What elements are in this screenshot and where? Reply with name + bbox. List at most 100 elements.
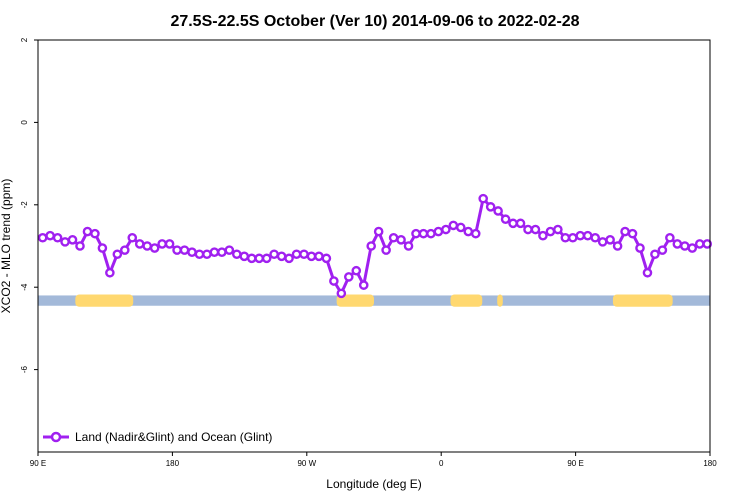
data-point xyxy=(194,249,205,260)
data-point xyxy=(493,206,503,216)
data-point xyxy=(164,239,175,249)
data-point xyxy=(269,249,279,260)
land-segment xyxy=(497,294,503,307)
data-point xyxy=(75,241,85,251)
x-tick-label: 0 xyxy=(439,459,444,468)
data-point xyxy=(67,235,78,245)
data-point xyxy=(620,226,630,237)
land-segment xyxy=(612,294,673,307)
x-tick-label: 90 W xyxy=(297,459,316,468)
data-point xyxy=(120,245,130,255)
series-layer xyxy=(37,193,713,299)
data-point xyxy=(441,224,451,235)
x-tick-label: 180 xyxy=(703,459,717,468)
y-tick-label: -2 xyxy=(20,201,29,209)
data-point xyxy=(157,239,167,249)
data-point xyxy=(284,253,294,264)
y-tick-label: 2 xyxy=(20,37,29,42)
data-point xyxy=(523,224,533,235)
chart-title: 27.5S-22.5S October (Ver 10) 2014-09-06 … xyxy=(170,13,579,30)
x-axis-label: Longitude (deg E) xyxy=(326,477,421,491)
data-point xyxy=(336,288,347,299)
data-point xyxy=(627,228,638,239)
data-point xyxy=(597,237,608,247)
data-point xyxy=(530,224,541,235)
data-point xyxy=(612,241,623,251)
data-point xyxy=(508,218,518,229)
data-point xyxy=(291,249,302,260)
data-point xyxy=(538,230,548,241)
data-point xyxy=(455,222,466,233)
data-point xyxy=(366,241,377,251)
data-point xyxy=(605,235,615,245)
data-point xyxy=(52,232,63,243)
data-point xyxy=(388,232,399,243)
data-point xyxy=(314,251,324,262)
data-point xyxy=(299,249,309,260)
data-point xyxy=(105,267,115,278)
data-point xyxy=(463,226,474,237)
data-point xyxy=(187,247,197,257)
data-point xyxy=(172,245,182,255)
x-tick-label: 180 xyxy=(166,459,180,468)
plot-frame xyxy=(37,39,711,453)
data-point xyxy=(680,241,690,251)
data-point xyxy=(217,247,227,257)
data-point xyxy=(202,249,212,260)
data-point xyxy=(478,193,489,204)
data-point xyxy=(358,280,369,290)
x-axis-ticks: 90 E 180 90 W 0 90 E 180 xyxy=(30,452,717,468)
surface-type-band xyxy=(38,294,710,307)
data-point xyxy=(582,230,593,241)
data-point xyxy=(568,232,578,243)
data-point xyxy=(329,276,339,286)
data-point xyxy=(403,241,414,251)
data-point xyxy=(149,243,160,253)
data-point xyxy=(239,251,250,262)
legend-marker-swatch xyxy=(50,431,62,443)
y-tick-label: -4 xyxy=(20,283,29,291)
data-point xyxy=(500,214,511,225)
data-point xyxy=(553,224,563,235)
data-point xyxy=(261,253,272,264)
data-point xyxy=(590,232,601,243)
data-point xyxy=(418,228,429,239)
data-point xyxy=(515,218,526,229)
y-tick-label: -6 xyxy=(20,365,29,373)
land-segment xyxy=(336,294,374,307)
data-point xyxy=(650,249,660,260)
y-axis-label: XCO2 - MLO trend (ppm) xyxy=(0,179,13,314)
data-point xyxy=(306,251,317,262)
data-point xyxy=(351,265,362,276)
data-point xyxy=(381,245,391,255)
data-point xyxy=(545,226,556,237)
data-point xyxy=(642,267,653,278)
legend-label: Land (Nadir&Glint) and Ocean (Glint) xyxy=(75,430,272,444)
data-point xyxy=(224,245,235,255)
data-point xyxy=(179,245,190,255)
land-segment xyxy=(75,294,134,307)
data-point xyxy=(448,220,459,231)
data-point xyxy=(560,232,571,243)
data-point xyxy=(276,251,287,262)
x-tick-label: 90 E xyxy=(567,459,583,468)
data-point xyxy=(90,228,100,239)
data-point xyxy=(665,232,675,243)
data-point xyxy=(485,202,496,212)
data-point xyxy=(321,253,332,264)
data-point xyxy=(702,239,713,249)
x-tick-label: 90 E xyxy=(30,459,46,468)
data-point xyxy=(672,239,683,249)
data-point xyxy=(657,245,668,255)
data-point xyxy=(433,226,444,237)
legend: Land (Nadir&Glint) and Ocean (Glint) xyxy=(43,430,272,444)
data-point xyxy=(411,228,421,239)
data-point xyxy=(694,239,705,249)
data-point xyxy=(142,241,152,251)
data-point xyxy=(209,247,220,257)
data-point xyxy=(231,249,242,260)
data-point xyxy=(134,239,145,249)
data-point xyxy=(575,230,586,241)
data-point xyxy=(426,228,436,239)
